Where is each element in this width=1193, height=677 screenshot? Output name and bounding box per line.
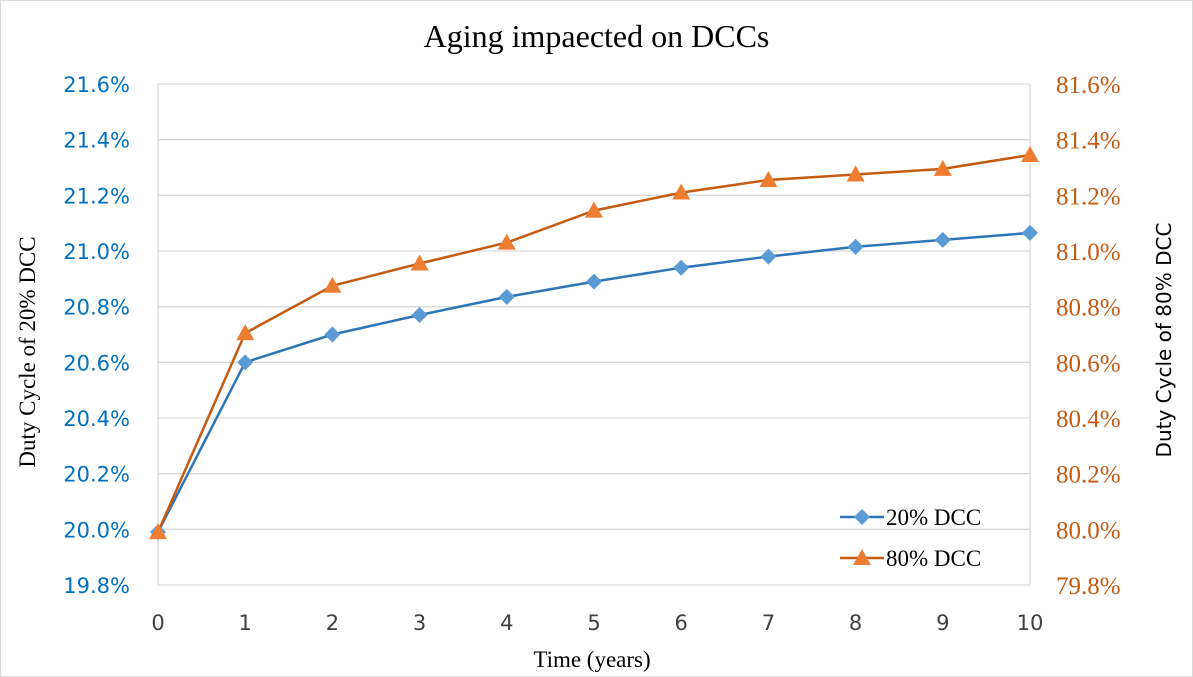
x-tick-label: 10 [1017,611,1044,635]
x-tick-label: 6 [675,611,688,635]
x-tick-label: 8 [849,611,862,635]
data-point-triangle [759,171,778,188]
data-point-triangle [323,276,342,293]
y-tick-label-left: 21.6% [63,73,130,97]
legend-label-20-dcc: 20% DCC [886,505,981,530]
x-tick-label: 3 [413,611,426,635]
x-tick-label: 1 [239,611,252,635]
data-point-diamond [324,326,341,343]
data-point-triangle [585,201,603,218]
data-point-diamond [760,248,777,265]
data-point-triangle [236,324,255,341]
y-tick-label-left: 20.6% [63,351,130,375]
data-point-diamond [586,273,602,290]
x-tick-label: 9 [936,611,949,635]
data-point-diamond [411,307,428,324]
data-point-diamond [673,259,690,276]
series-markers [149,145,1039,541]
legend-marker-20-dcc [854,509,870,525]
y-tick-label-left: 21.2% [63,184,130,208]
data-point-diamond [847,238,864,255]
y-tick-label-right: 79.8% [1056,573,1121,600]
y-tick-label-left: 19.8% [63,574,130,598]
legend-marker-80-dcc [853,549,871,565]
y-tick-label-right: 81.6% [1056,72,1121,99]
y-tick-label-right: 80.2% [1056,462,1121,489]
y-tick-label-right: 80.6% [1056,350,1121,377]
legend-label-80-dcc: 80% DCC [886,546,981,571]
data-point-diamond [498,288,515,305]
x-tick-label: 4 [500,611,513,635]
y-tick-label-left: 21.4% [63,129,130,153]
axes [157,84,1031,586]
data-point-triangle [1021,145,1039,162]
y-tick-label-left: 20.8% [63,296,130,320]
x-tick-label: 2 [326,611,339,635]
y-tick-label-left: 21.0% [63,240,130,264]
y-tick-label-right: 80.8% [1056,295,1121,322]
x-tick-label: 7 [762,611,775,635]
chart-title: Aging impaected on DCCs [423,18,770,54]
y-tick-label-right: 81.2% [1056,183,1121,210]
x-tick-label: 5 [587,611,600,635]
x-tick-label: 0 [151,611,164,635]
data-point-diamond [1022,224,1038,241]
y-tick-label-right: 81.0% [1056,239,1121,266]
data-point-triangle [497,233,516,250]
data-point-triangle [149,523,167,540]
y-axis-title-right: Duty Cycle of 80% DCC [1152,223,1176,458]
y-tick-label-right: 80.0% [1056,517,1121,544]
tick-labels: 19.8% 79.8% 20.0% 80.0% 20.2% 80.2% 20.4% 80.4%… [63,72,1120,635]
y-tick-label-left: 20.2% [63,463,130,487]
data-point-triangle [933,159,952,176]
y-tick-label-right: 80.4% [1056,406,1121,433]
data-point-diamond [237,354,254,371]
y-axis-title-left: Duty Cycle of 20% DCC [15,236,40,467]
y-tick-label-left: 20.4% [63,407,130,431]
y-tick-label-right: 81.4% [1056,128,1121,155]
legend: 20% DCC 80% DCC [840,505,981,571]
y-tick-label-left: 20.0% [63,518,130,542]
x-axis-title: Time (years) [533,647,650,672]
data-point-diamond [934,231,951,248]
gridlines [158,83,1030,530]
data-point-triangle [672,183,691,200]
data-point-triangle [410,254,429,271]
data-point-triangle [846,165,865,182]
